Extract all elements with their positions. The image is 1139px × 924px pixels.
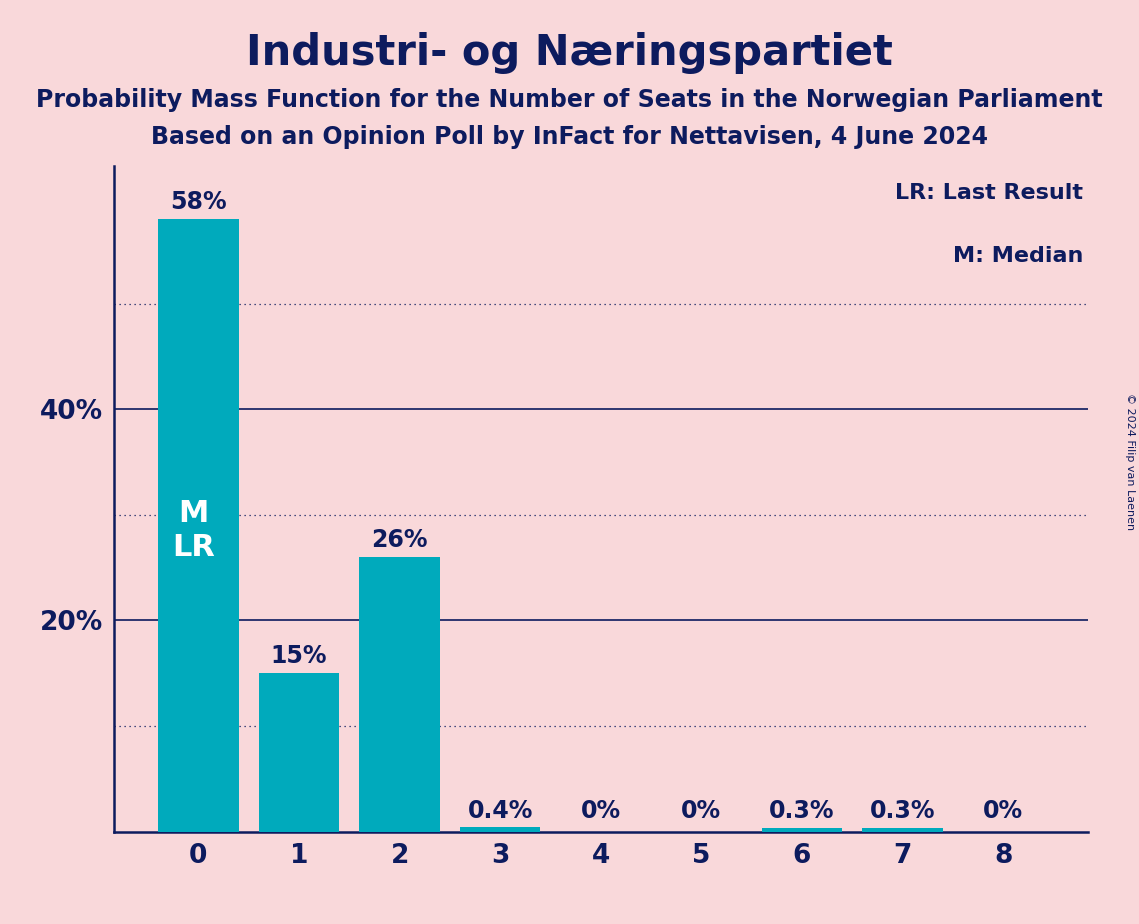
Text: © 2024 Filip van Laenen: © 2024 Filip van Laenen — [1125, 394, 1134, 530]
Text: Probability Mass Function for the Number of Seats in the Norwegian Parliament: Probability Mass Function for the Number… — [36, 88, 1103, 112]
Text: 0%: 0% — [681, 799, 721, 823]
Text: Industri- og Næringspartiet: Industri- og Næringspartiet — [246, 32, 893, 74]
Bar — [762, 829, 842, 832]
Text: 0.4%: 0.4% — [467, 799, 533, 823]
Text: M
LR: M LR — [172, 499, 215, 562]
Bar — [862, 829, 943, 832]
Text: LR: Last Result: LR: Last Result — [895, 183, 1083, 203]
Bar — [158, 219, 239, 832]
Text: 0.3%: 0.3% — [870, 799, 935, 823]
Text: 26%: 26% — [371, 528, 428, 552]
Bar — [460, 827, 541, 832]
Text: 58%: 58% — [170, 189, 227, 213]
Text: 0%: 0% — [983, 799, 1023, 823]
Text: 15%: 15% — [271, 644, 327, 668]
Text: M: Median: M: Median — [952, 246, 1083, 266]
Text: 0%: 0% — [581, 799, 621, 823]
Bar — [259, 674, 339, 832]
Bar — [360, 557, 440, 832]
Text: 0.3%: 0.3% — [769, 799, 835, 823]
Text: Based on an Opinion Poll by InFact for Nettavisen, 4 June 2024: Based on an Opinion Poll by InFact for N… — [151, 125, 988, 149]
